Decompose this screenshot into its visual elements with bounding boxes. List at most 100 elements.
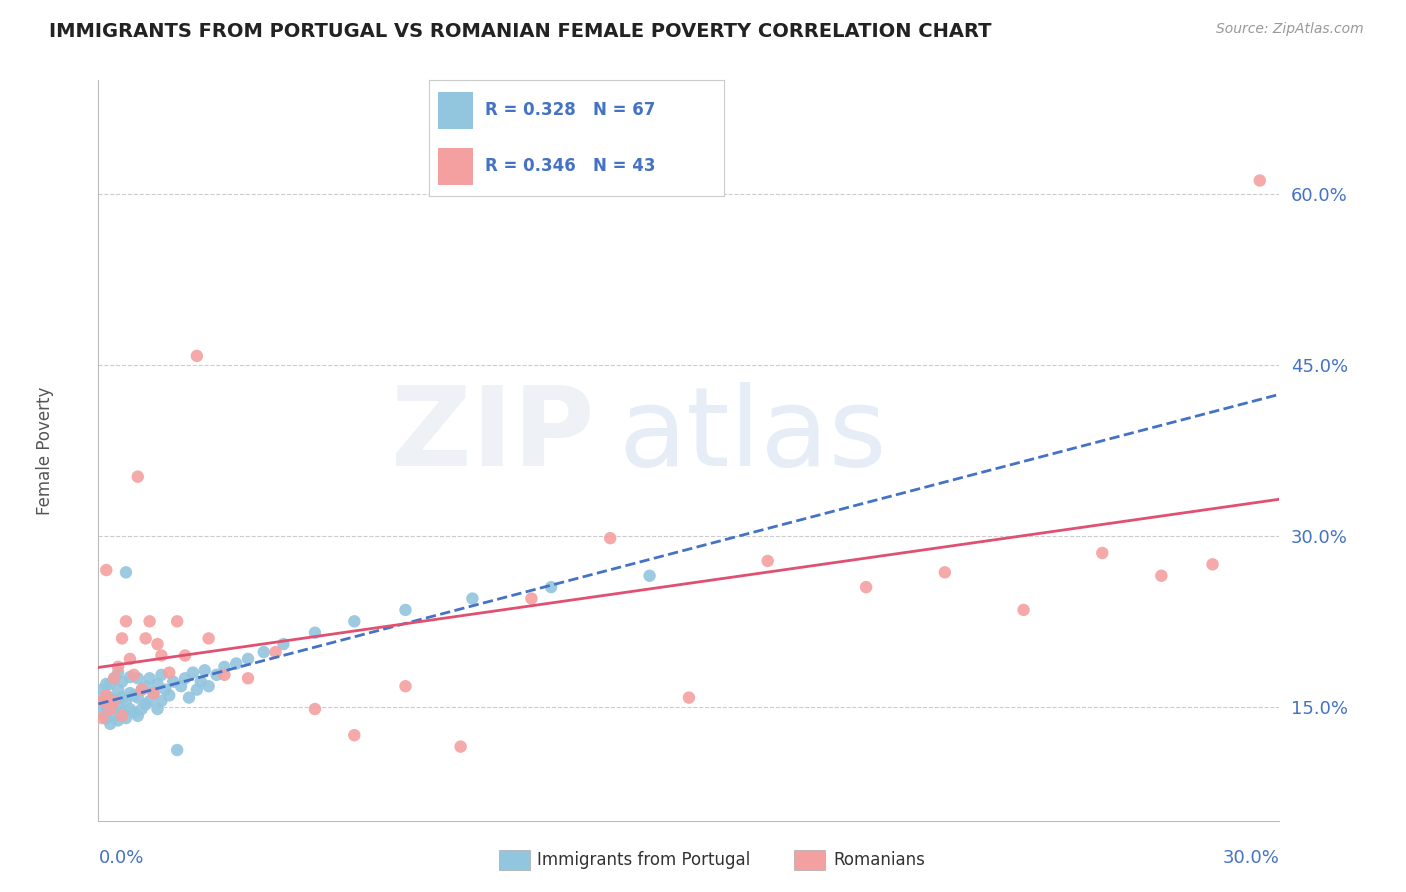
Point (1249, 173, 1271, 187)
Point (142, 686, 165, 700)
Point (96, 677, 118, 691)
Point (115, 694, 138, 708)
Point (273, 637, 295, 651)
Point (343, 615, 366, 629)
Point (96, 711, 118, 725)
Point (394, 679, 416, 693)
Point (131, 682, 153, 697)
Point (118, 670, 141, 684)
Point (98, 702, 121, 716)
Point (107, 665, 129, 680)
Point (115, 615, 138, 629)
Text: Romanians: Romanians (834, 851, 925, 869)
Point (111, 632, 134, 646)
Point (98, 716, 121, 731)
Point (111, 674, 134, 689)
Point (304, 702, 326, 716)
Point (103, 709, 125, 723)
Point (855, 580, 877, 594)
Point (304, 625, 326, 640)
Point (96, 563, 118, 577)
Point (98, 690, 121, 705)
Point (177, 690, 200, 705)
Point (122, 689, 145, 703)
Point (111, 690, 134, 705)
Point (520, 591, 543, 606)
Point (138, 671, 160, 685)
Point (111, 706, 134, 720)
Point (166, 615, 188, 629)
Text: IMMIGRANTS FROM PORTUGAL VS ROMANIAN FEMALE POVERTY CORRELATION CHART: IMMIGRANTS FROM PORTUGAL VS ROMANIAN FEM… (49, 22, 991, 41)
Point (264, 645, 287, 659)
Point (540, 580, 562, 594)
Point (127, 690, 149, 705)
Text: ZIP: ZIP (391, 382, 595, 489)
Point (394, 603, 416, 617)
Point (103, 694, 125, 708)
Point (236, 671, 259, 685)
Point (214, 668, 236, 682)
Point (131, 702, 153, 716)
Point (122, 706, 145, 720)
Text: Source: ZipAtlas.com: Source: ZipAtlas.com (1216, 22, 1364, 37)
Point (138, 615, 160, 629)
Point (170, 679, 193, 693)
Point (146, 702, 169, 716)
Point (146, 677, 169, 691)
Text: Immigrants from Portugal: Immigrants from Portugal (537, 851, 751, 869)
Point (162, 674, 184, 689)
Bar (437, 147, 472, 185)
Point (146, 637, 169, 651)
Point (96, 689, 118, 703)
Point (98, 702, 121, 716)
Point (450, 739, 472, 754)
Point (127, 671, 149, 685)
Point (127, 709, 149, 723)
Point (150, 668, 173, 682)
Point (756, 554, 779, 568)
Point (91, 706, 114, 720)
Point (174, 648, 197, 663)
Point (131, 682, 153, 697)
Point (107, 660, 129, 674)
Text: R = 0.346   N = 43: R = 0.346 N = 43 (485, 157, 655, 175)
Point (103, 671, 125, 685)
Point (1150, 568, 1173, 582)
Point (96, 689, 118, 703)
Point (91, 682, 114, 697)
Point (1012, 603, 1035, 617)
Point (111, 709, 134, 723)
Point (253, 645, 276, 659)
Point (103, 694, 125, 708)
Point (190, 674, 212, 689)
Text: atlas: atlas (619, 382, 887, 489)
Point (194, 663, 217, 677)
Point (186, 682, 208, 697)
Point (205, 668, 228, 682)
Point (599, 531, 621, 545)
Point (197, 632, 219, 646)
Text: 30.0%: 30.0% (1223, 849, 1279, 867)
Point (122, 668, 145, 682)
Point (934, 566, 956, 580)
Point (127, 469, 149, 483)
Bar (437, 92, 472, 129)
Point (186, 349, 208, 363)
Point (181, 665, 204, 680)
Point (135, 698, 157, 712)
Point (91, 694, 114, 708)
Point (103, 671, 125, 685)
Point (98, 677, 121, 691)
Point (107, 682, 129, 697)
Point (115, 711, 138, 725)
Point (174, 671, 197, 685)
Point (150, 648, 173, 663)
Point (1201, 558, 1223, 572)
Point (135, 679, 157, 693)
Point (135, 632, 157, 646)
Text: Female Poverty: Female Poverty (37, 386, 55, 515)
Point (142, 686, 165, 700)
Point (96, 699, 118, 714)
Point (115, 566, 138, 580)
Point (343, 728, 366, 742)
